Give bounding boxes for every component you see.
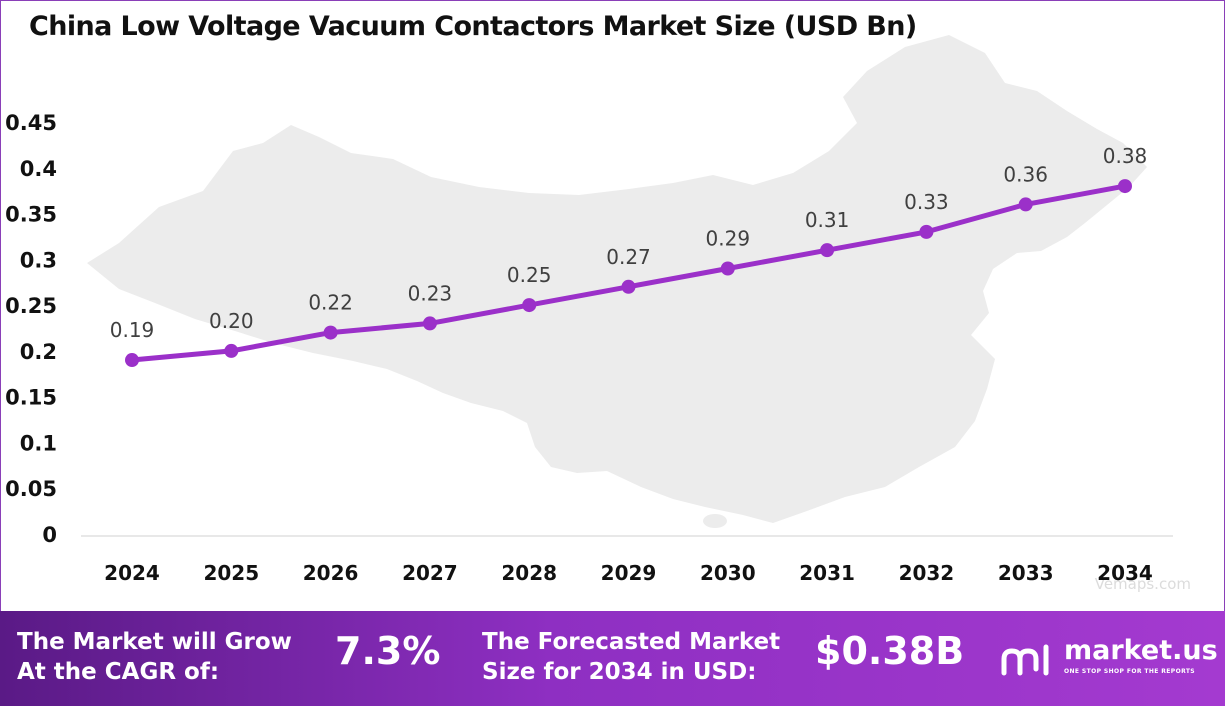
brand-tagline: ONE STOP SHOP FOR THE REPORTS bbox=[1064, 668, 1196, 675]
data-label: 0.38 bbox=[1103, 144, 1148, 168]
y-axis-ticks: 0 0.05 0.1 0.15 0.2 0.25 0.3 0.35 0.4 0.45 bbox=[5, 111, 57, 547]
data-point bbox=[323, 325, 338, 340]
x-tick-label: 2030 bbox=[700, 561, 756, 585]
cagr-label: The Market will Grow At the CAGR of: bbox=[17, 627, 292, 687]
data-point bbox=[125, 353, 139, 368]
y-tick-label: 0.15 bbox=[5, 386, 57, 410]
data-point bbox=[1018, 197, 1033, 212]
cagr-label-line1: The Market will Grow bbox=[17, 629, 292, 655]
x-tick-label: 2028 bbox=[501, 561, 557, 585]
data-point bbox=[224, 343, 239, 358]
x-tick-label: 2029 bbox=[601, 561, 657, 585]
y-tick-label: 0.25 bbox=[5, 294, 57, 318]
footer-banner: The Market will Grow At the CAGR of: 7.3… bbox=[0, 611, 1225, 706]
x-tick-label: 2033 bbox=[998, 561, 1054, 585]
data-point bbox=[522, 298, 537, 313]
data-labels: 0.19 0.20 0.22 0.23 0.25 0.27 0.29 0.31 0.33 0.36… bbox=[110, 144, 1148, 342]
data-label: 0.33 bbox=[904, 190, 949, 214]
forecast-label-line2: Size for 2034 in USD: bbox=[482, 659, 757, 685]
data-label: 0.23 bbox=[408, 281, 453, 305]
market-us-logo[interactable]: market.us ONE STOP SHOP FOR THE REPORTS bbox=[998, 635, 1218, 683]
data-point bbox=[422, 316, 437, 331]
x-tick-label: 2025 bbox=[203, 561, 259, 585]
data-label: 0.31 bbox=[805, 208, 850, 232]
line-chart: Vemaps.com 0 0.05 0.1 0.15 0.2 0.25 0.3 0.35 0.4… bbox=[5, 35, 1191, 593]
x-tick-label: 2026 bbox=[303, 561, 359, 585]
forecast-label-line1: The Forecasted Market bbox=[482, 629, 781, 655]
data-label: 0.25 bbox=[507, 263, 552, 287]
y-tick-label: 0.05 bbox=[5, 477, 57, 501]
x-tick-label: 2027 bbox=[402, 561, 458, 585]
x-tick-label: 2024 bbox=[104, 561, 160, 585]
map-watermark: Vemaps.com bbox=[1095, 575, 1191, 593]
y-tick-label: 0.45 bbox=[5, 111, 57, 135]
market-us-logo-icon bbox=[1001, 644, 1049, 676]
y-tick-label: 0.3 bbox=[20, 248, 57, 272]
data-label: 0.19 bbox=[110, 318, 155, 342]
x-axis-ticks: 2024 2025 2026 2027 2028 2029 2030 2031 2032 2033… bbox=[104, 561, 1153, 585]
data-label: 0.36 bbox=[1003, 162, 1048, 186]
data-point bbox=[1118, 179, 1132, 194]
data-label: 0.29 bbox=[706, 226, 751, 250]
y-tick-label: 0.2 bbox=[20, 340, 57, 364]
x-tick-label: 2031 bbox=[799, 561, 855, 585]
x-tick-label: 2034 bbox=[1097, 561, 1153, 585]
china-map-icon bbox=[87, 35, 1147, 523]
data-label: 0.20 bbox=[209, 309, 254, 333]
data-point bbox=[820, 243, 835, 258]
y-tick-label: 0.4 bbox=[20, 157, 57, 181]
y-tick-label: 0.35 bbox=[5, 203, 57, 227]
cagr-label-line2: At the CAGR of: bbox=[17, 659, 220, 685]
data-point bbox=[919, 224, 934, 239]
data-points bbox=[125, 179, 1132, 368]
chart-title: China Low Voltage Vacuum Contactors Mark… bbox=[29, 11, 917, 42]
data-label: 0.27 bbox=[606, 245, 651, 269]
cagr-value: 7.3% bbox=[335, 629, 441, 673]
data-point bbox=[621, 279, 636, 294]
y-tick-label: 0.1 bbox=[20, 431, 57, 455]
y-tick-label: 0 bbox=[42, 523, 57, 547]
x-tick-label: 2032 bbox=[899, 561, 955, 585]
data-label: 0.22 bbox=[308, 291, 353, 315]
hainan-island-icon bbox=[703, 514, 727, 528]
brand-name: market.us bbox=[1064, 635, 1218, 666]
data-point bbox=[720, 261, 735, 276]
forecast-label: The Forecasted Market Size for 2034 in U… bbox=[482, 627, 780, 687]
forecast-value: $0.38B bbox=[815, 629, 965, 673]
